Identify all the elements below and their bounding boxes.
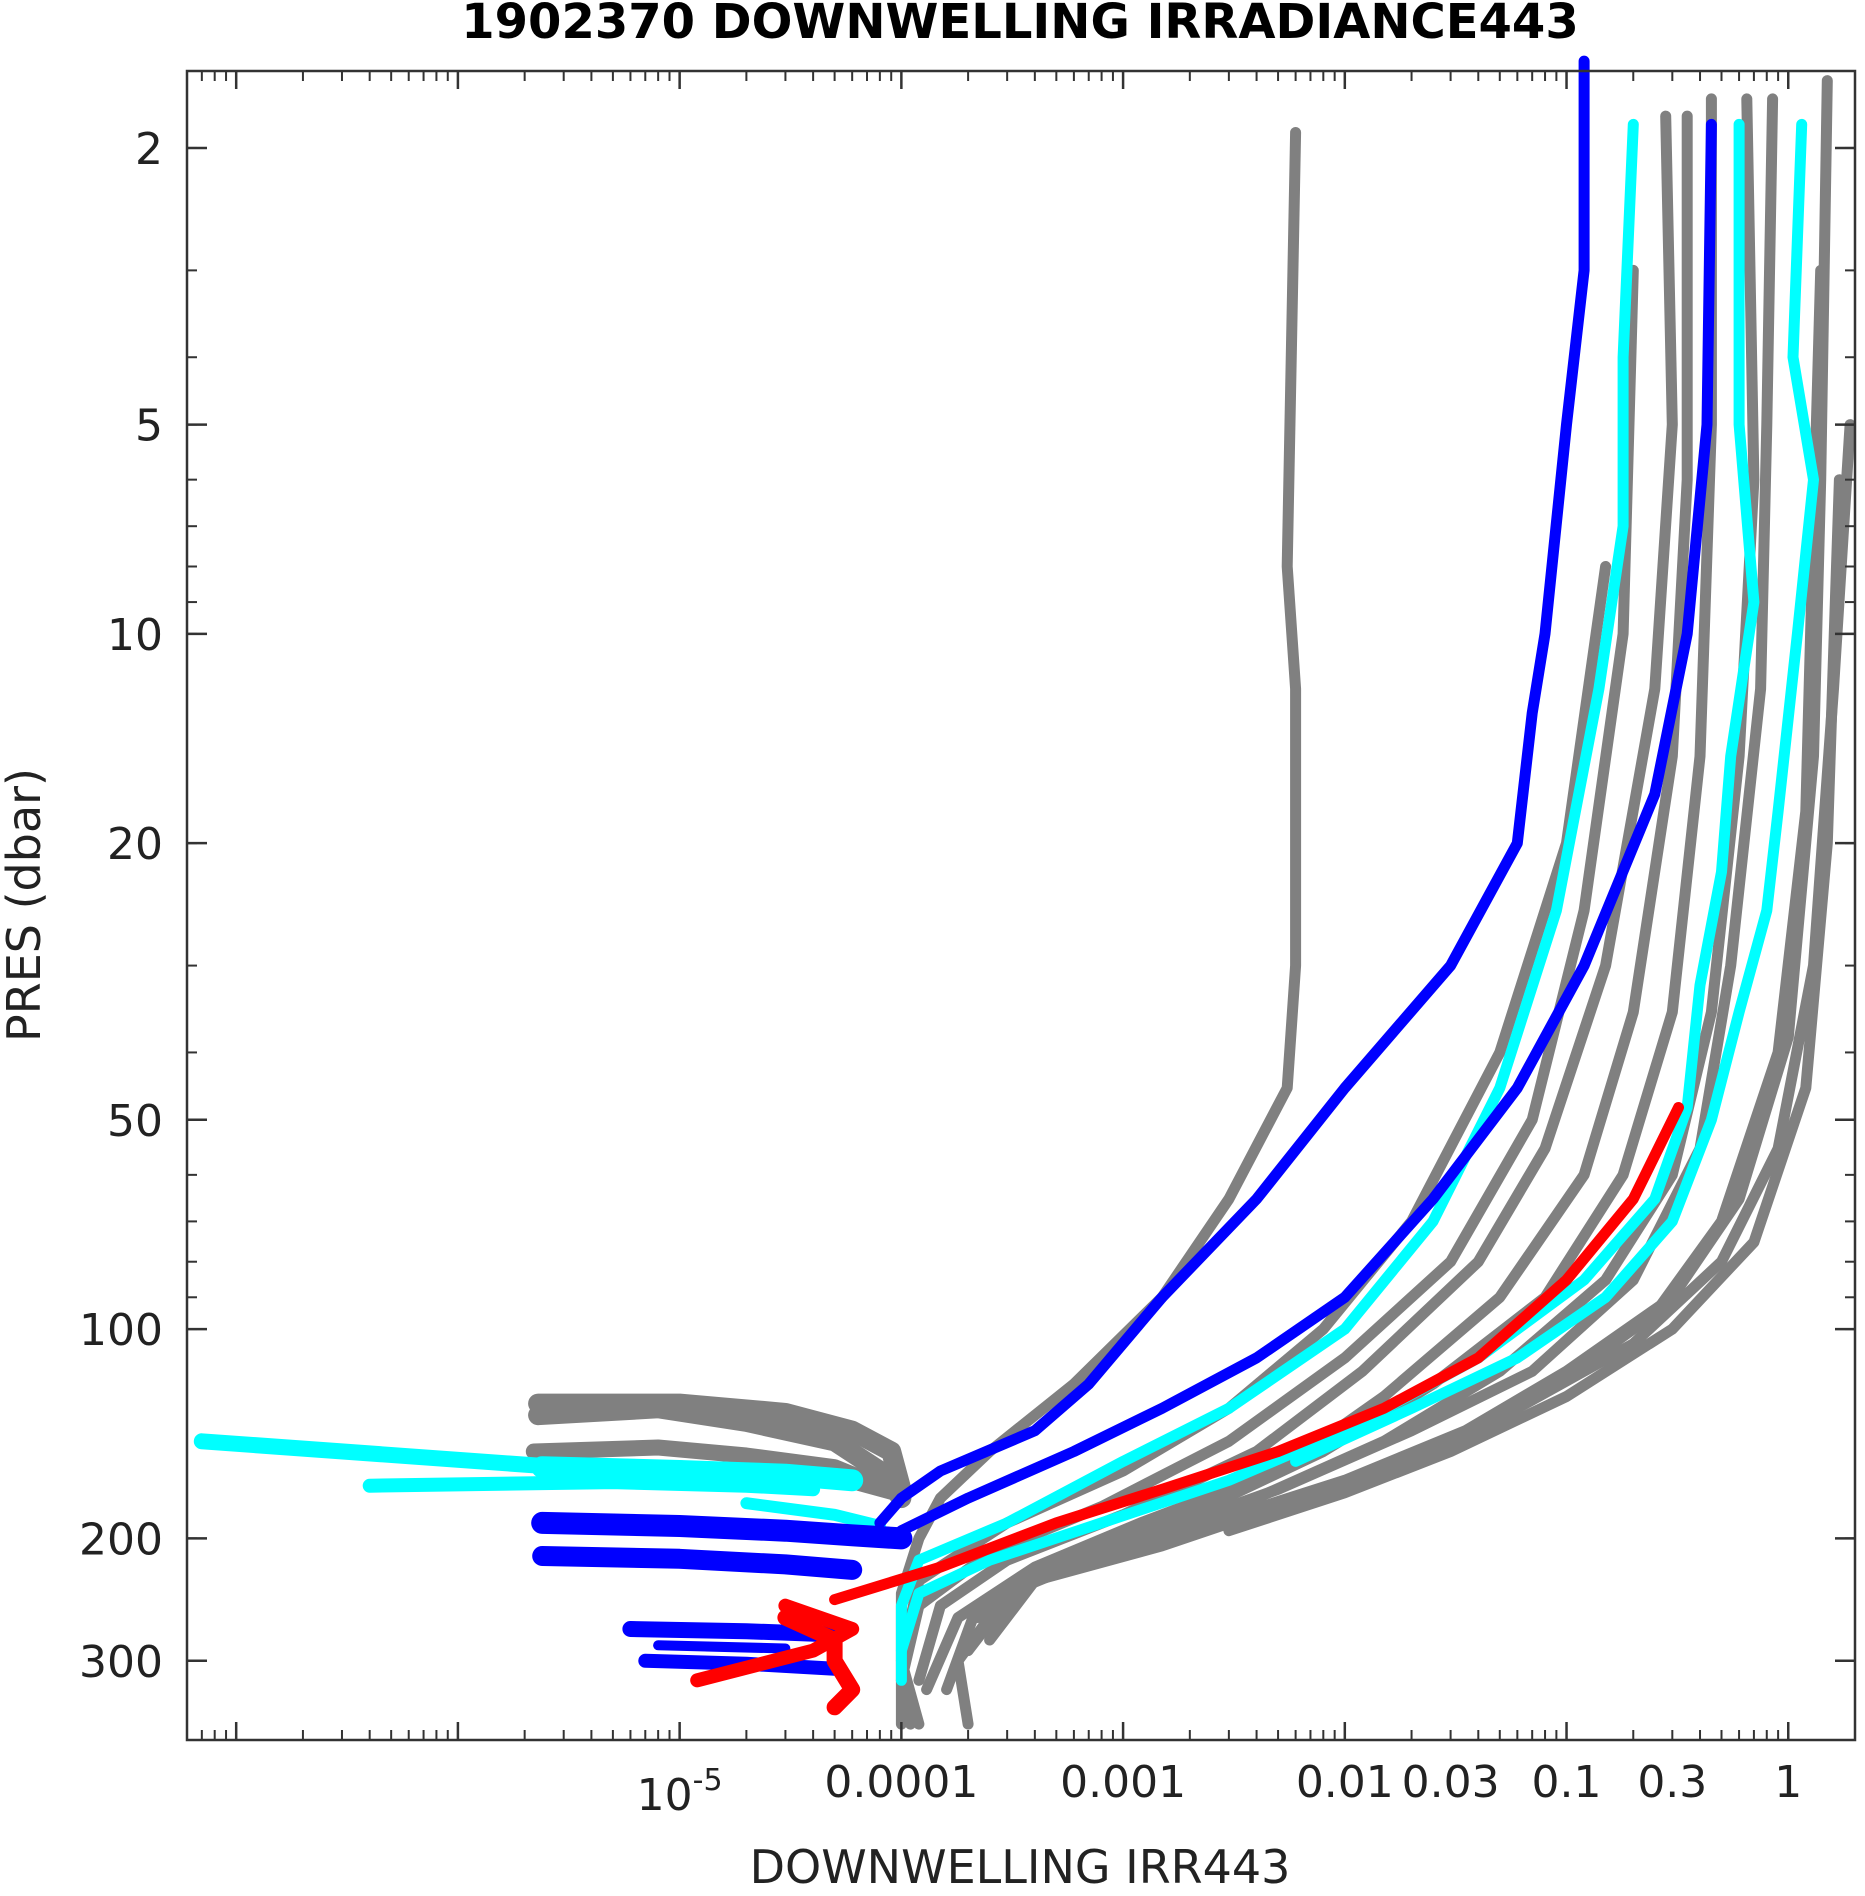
series-line-blue [532, 1546, 863, 1580]
x-tick-label: 0.01 [1296, 1757, 1394, 1808]
x-tick-label: 0.001 [1060, 1757, 1186, 1808]
series-line-red [777, 1609, 861, 1716]
plot-lines [193, 55, 1856, 1730]
y-tick-label: 300 [79, 1637, 163, 1688]
series-line-cyan [362, 1475, 821, 1497]
x-axis-label: DOWNWELLING IRR443 [750, 1840, 1291, 1894]
x-tick-label: 0.0001 [824, 1757, 978, 1808]
series-line-gray [913, 110, 1678, 1686]
series-line-cyan [740, 1497, 886, 1532]
x-tick-label: 10-5 [637, 1763, 723, 1821]
series-line-red [829, 1102, 1684, 1606]
y-axis: 2 5 10 20 50 100 200 300 [79, 124, 1855, 1688]
series-line-blue [895, 118, 1717, 1537]
series-line-blue [874, 55, 1590, 1529]
y-tick-label: 10 [107, 610, 163, 661]
series-line-blue [653, 1640, 791, 1654]
chart-title: 1902370 DOWNWELLING IRRADIANCE443 [461, 0, 1578, 50]
series-line-cyan [1290, 118, 1819, 1467]
plot-frame [185, 69, 1857, 1742]
y-tick-label: 200 [79, 1514, 163, 1565]
y-tick-label: 100 [79, 1305, 163, 1356]
y-tick-label: 20 [107, 819, 163, 870]
series-line-gray [528, 1398, 912, 1509]
y-axis-label: PRES (dbar) [0, 768, 51, 1042]
y-tick-label: 50 [107, 1096, 163, 1147]
y-tick-label: 5 [135, 401, 163, 452]
series-line-blue [531, 1511, 913, 1550]
x-tick-label: 0.3 [1637, 1757, 1707, 1808]
x-tick-label: 0.03 [1402, 1757, 1500, 1808]
series-line-gray [984, 75, 1833, 1612]
x-tick-label: 0.1 [1532, 1757, 1602, 1808]
x-axis: 10-5 0.0001 0.001 0.01 0.03 0.1 0.3 1 [186, 71, 1856, 1821]
y-tick-label: 2 [135, 124, 163, 175]
x-tick-label: 1 [1774, 1757, 1802, 1808]
series-line-cyan [895, 118, 1760, 1657]
series-line-cyan [895, 118, 1639, 1686]
series-line-gray [1223, 474, 1845, 1537]
series-line-cyan [531, 1456, 864, 1492]
